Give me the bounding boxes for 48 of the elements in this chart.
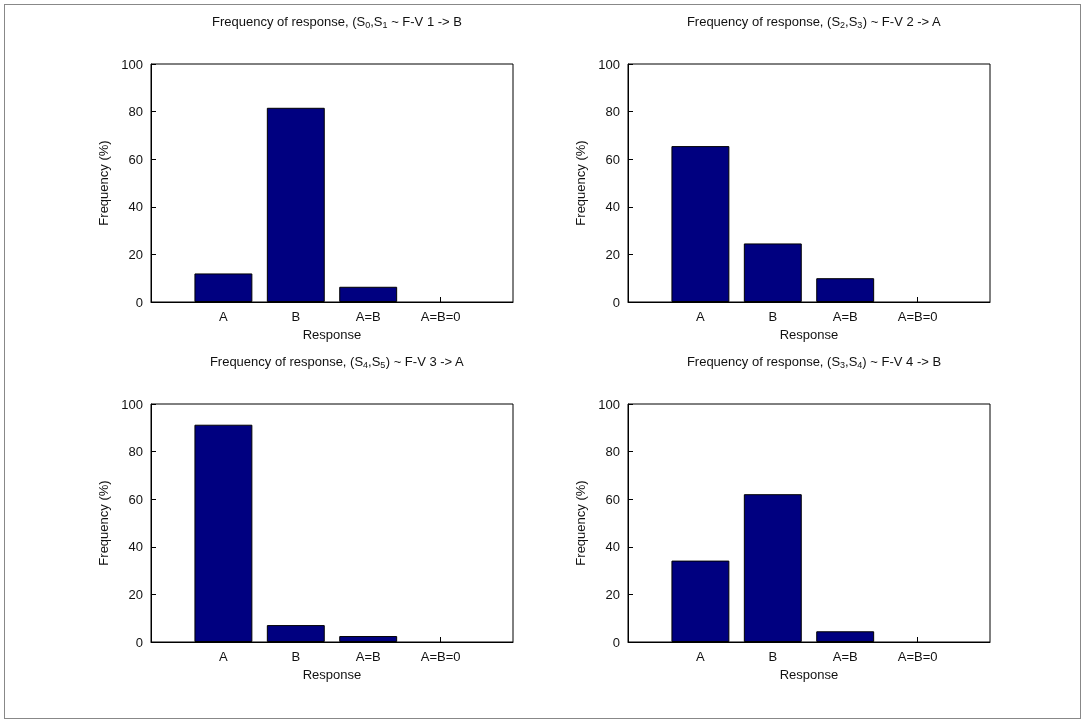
y-axis-title: Frequency (%) — [573, 480, 589, 566]
x-axis-title: Response — [779, 327, 839, 342]
y-tick-label: 0 — [612, 634, 620, 650]
x-tick-label: A=B=0 — [420, 649, 461, 664]
x-tick-label: A — [219, 309, 229, 324]
x-tick-label: A=B — [832, 309, 858, 324]
y-axis-title: Frequency (%) — [96, 140, 112, 226]
y-tick-label: 100 — [598, 56, 620, 72]
y-tick-label: 100 — [121, 396, 143, 412]
y-tick-label: 40 — [128, 199, 143, 215]
x-tick-label: A — [696, 309, 706, 324]
x-tick-label: A=B — [832, 649, 858, 664]
y-tick-label: 80 — [128, 444, 143, 460]
y-tick-label: 20 — [605, 246, 620, 262]
y-tick-label: 60 — [128, 151, 143, 167]
y-tick-label: 100 — [121, 56, 143, 72]
y-tick-label: 20 — [128, 586, 143, 602]
y-tick-label: 60 — [605, 491, 620, 507]
x-axis-title: Response — [302, 667, 362, 682]
y-tick-label: 0 — [135, 634, 143, 650]
x-tick-label: A=B=0 — [420, 309, 461, 324]
y-tick-label: 20 — [128, 246, 143, 262]
y-tick-label: 0 — [135, 294, 143, 310]
y-tick-label: 40 — [605, 539, 620, 555]
y-tick-label: 40 — [605, 199, 620, 215]
x-tick-label: B — [291, 309, 301, 324]
x-tick-label: B — [768, 649, 778, 664]
x-tick-label: B — [768, 309, 778, 324]
x-tick-label: A=B=0 — [897, 649, 938, 664]
x-tick-label: A=B=0 — [897, 309, 938, 324]
x-tick-label: B — [291, 649, 301, 664]
y-tick-label: 60 — [128, 491, 143, 507]
y-axis-title: Frequency (%) — [96, 480, 112, 566]
y-tick-label: 80 — [128, 104, 143, 120]
x-axis-title: Response — [779, 667, 839, 682]
y-tick-label: 20 — [605, 586, 620, 602]
y-tick-label: 40 — [128, 539, 143, 555]
y-tick-label: 80 — [605, 444, 620, 460]
y-axis-title: Frequency (%) — [573, 140, 589, 226]
x-tick-label: A — [696, 649, 706, 664]
x-tick-label: A=B — [355, 309, 381, 324]
x-tick-label: A=B — [355, 649, 381, 664]
y-tick-label: 0 — [612, 294, 620, 310]
x-tick-label: A — [219, 649, 229, 664]
y-tick-label: 60 — [605, 151, 620, 167]
y-tick-label: 80 — [605, 104, 620, 120]
y-tick-label: 100 — [598, 396, 620, 412]
x-axis-title: Response — [302, 327, 362, 342]
